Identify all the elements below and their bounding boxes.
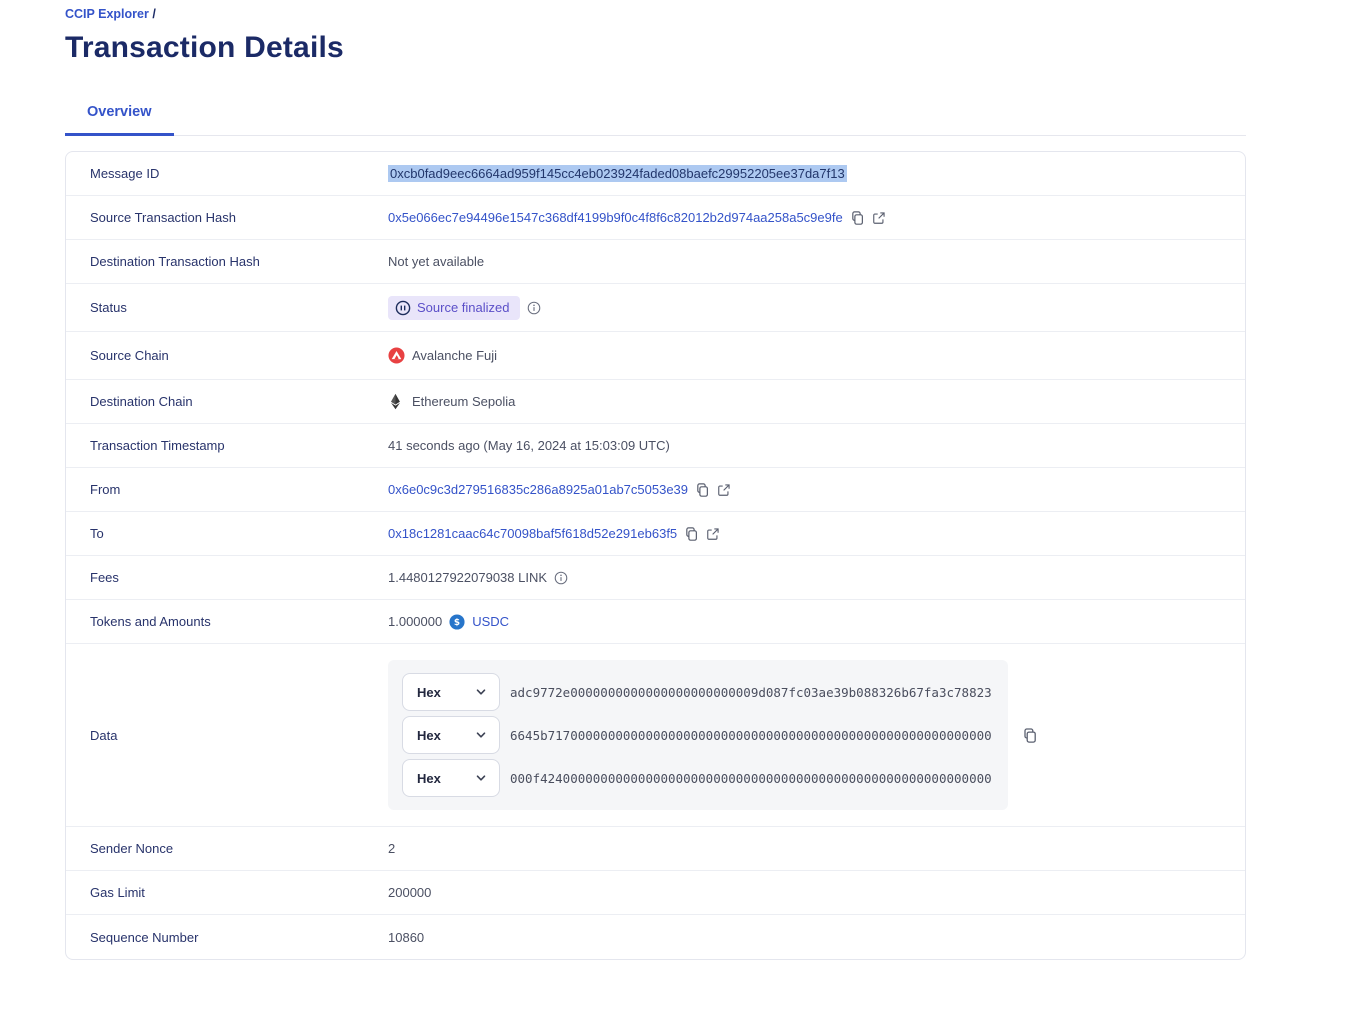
- avalanche-icon: [388, 347, 405, 364]
- row-label: Gas Limit: [90, 885, 145, 900]
- gas-limit-value: 200000: [388, 885, 432, 900]
- row-label: Source Chain: [90, 348, 169, 363]
- to-address-link[interactable]: 0x18c1281caac64c70098baf5f618d52e291eb63…: [388, 526, 678, 541]
- copy-icon[interactable]: [1022, 727, 1038, 744]
- row-label: Data: [90, 727, 118, 743]
- token-symbol-link[interactable]: USDC: [472, 614, 510, 629]
- table-row-to: To 0x18c1281caac64c70098baf5f618d52e291e…: [66, 512, 1245, 556]
- message-id-value: 0xcb0fad9eec6664ad959f145cc4eb023924fade…: [388, 165, 847, 182]
- chevron-down-icon: [475, 729, 487, 741]
- data-line: Hex 000f42400000000000000000000000000000…: [402, 759, 994, 797]
- page-title: Transaction Details: [65, 31, 344, 64]
- table-row-source-tx-hash: Source Transaction Hash 0x5e066ec7e94496…: [66, 196, 1245, 240]
- table-row-sequence-number: Sequence Number 10860: [66, 915, 1245, 959]
- row-label: Destination Chain: [90, 394, 193, 409]
- status-badge-label: Source finalized: [417, 300, 510, 315]
- table-row-sender-nonce: Sender Nonce 2: [66, 827, 1245, 871]
- sequence-number-value: 10860: [388, 929, 425, 945]
- table-row-gas-limit: Gas Limit 200000: [66, 871, 1245, 915]
- hex-select-label: Hex: [417, 770, 441, 786]
- data-hex-line: adc9772e0000000000000000000000009d087fc0…: [510, 684, 992, 700]
- hex-format-select[interactable]: Hex: [402, 759, 500, 797]
- from-address-link[interactable]: 0x6e0c9c3d279516835c286a8925a01ab7c5053e…: [388, 482, 689, 497]
- data-line: Hex adc9772e0000000000000000000000009d08…: [402, 673, 994, 711]
- token-amount: 1.000000: [388, 614, 443, 629]
- row-label: Source Transaction Hash: [90, 210, 236, 225]
- data-hex-line: 000f424000000000000000000000000000000000…: [510, 770, 992, 786]
- breadcrumb: CCIP Explorer /: [65, 7, 1246, 21]
- external-link-icon[interactable]: [706, 527, 720, 541]
- transaction-details-table: Message ID 0xcb0fad9eec6664ad959f145cc4e…: [65, 151, 1246, 960]
- hex-format-select[interactable]: Hex: [402, 716, 500, 754]
- row-label: Destination Transaction Hash: [90, 254, 260, 269]
- row-label: From: [90, 482, 121, 497]
- dest-chain-value: Ethereum Sepolia: [412, 394, 516, 409]
- sender-nonce-value: 2: [388, 841, 396, 856]
- row-label: To: [90, 526, 104, 541]
- hex-format-select[interactable]: Hex: [402, 673, 500, 711]
- usdc-icon: $: [449, 613, 465, 630]
- table-row-timestamp: Transaction Timestamp 41 seconds ago (Ma…: [66, 424, 1245, 468]
- source-chain-value: Avalanche Fuji: [412, 348, 498, 363]
- copy-icon[interactable]: [695, 482, 710, 498]
- page-container: CCIP Explorer / Transaction Details Over…: [65, 0, 1246, 960]
- timestamp-value: 41 seconds ago (May 16, 2024 at 15:03:09…: [388, 438, 670, 453]
- row-label: Tokens and Amounts: [90, 614, 211, 629]
- row-label: Transaction Timestamp: [90, 438, 225, 453]
- table-row-dest-chain: Destination Chain Ethereum Sepolia: [66, 380, 1245, 424]
- table-row-source-chain: Source Chain Avalanche Fuji: [66, 332, 1245, 380]
- info-icon[interactable]: [527, 301, 541, 315]
- table-row-data: Data Hex adc9772e00000000000000000000000…: [66, 644, 1245, 827]
- table-row-message-id: Message ID 0xcb0fad9eec6664ad959f145cc4e…: [66, 152, 1245, 196]
- row-label: Sequence Number: [90, 929, 199, 945]
- hex-select-label: Hex: [417, 727, 441, 743]
- data-hex-box: Hex adc9772e0000000000000000000000009d08…: [388, 660, 1008, 810]
- tab-bar: Overview: [65, 104, 1246, 136]
- copy-icon[interactable]: [684, 526, 699, 542]
- data-hex-line: 6645b71700000000000000000000000000000000…: [510, 727, 992, 743]
- chevron-down-icon: [475, 686, 487, 698]
- data-line: Hex 6645b7170000000000000000000000000000…: [402, 716, 994, 754]
- tab-overview[interactable]: Overview: [65, 104, 174, 136]
- table-row-fees: 1.4480127922079038 LINK Fees: [66, 556, 1245, 600]
- ethereum-icon: [388, 393, 405, 410]
- hex-select-label: Hex: [417, 684, 441, 700]
- fees-value: 1.4480127922079038 LINK: [388, 570, 548, 585]
- table-row-tokens: Tokens and Amounts 1.000000 $ USDC: [66, 600, 1245, 644]
- pause-circle-icon: [395, 300, 411, 316]
- row-label: Sender Nonce: [90, 841, 174, 856]
- table-row-dest-tx-hash: Destination Transaction Hash Not yet ava…: [66, 240, 1245, 284]
- chevron-down-icon: [475, 772, 487, 784]
- external-link-icon[interactable]: [717, 483, 731, 497]
- copy-icon[interactable]: [850, 210, 865, 226]
- table-row-from: From 0x6e0c9c3d279516835c286a8925a01ab7c…: [66, 468, 1245, 512]
- table-row-status: Status Source finalized: [66, 284, 1245, 332]
- breadcrumb-link-ccip-explorer[interactable]: CCIP Explorer: [65, 7, 149, 21]
- row-label: Status: [90, 300, 127, 315]
- source-tx-hash-link[interactable]: 0x5e066ec7e94496e1547c368df4199b9f0c4f8f…: [388, 210, 843, 225]
- external-link-icon[interactable]: [872, 211, 886, 225]
- info-icon[interactable]: [554, 571, 568, 585]
- row-label: Fees: [90, 570, 119, 585]
- breadcrumb-separator: /: [152, 7, 156, 21]
- svg-text:$: $: [454, 618, 460, 628]
- dest-tx-hash-value: Not yet available: [388, 254, 485, 269]
- status-badge: Source finalized: [388, 295, 520, 320]
- row-label: Message ID: [90, 166, 160, 181]
